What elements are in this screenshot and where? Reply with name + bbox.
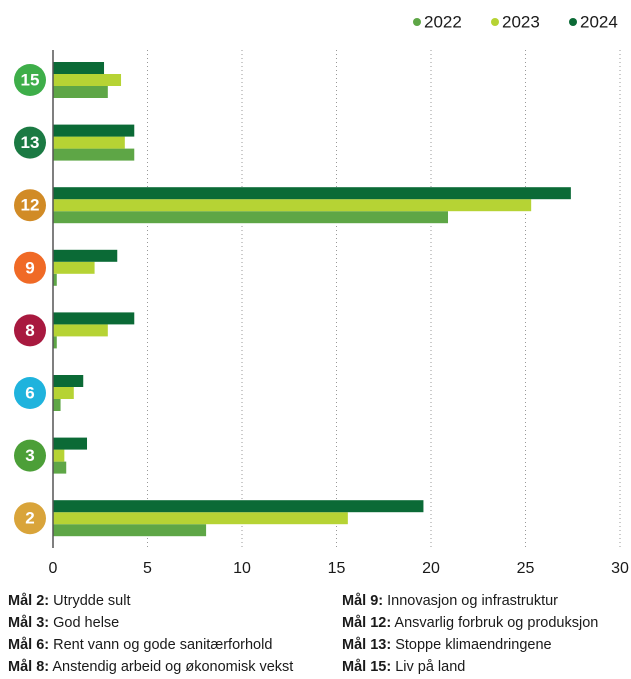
bar <box>53 62 105 74</box>
note: Mål 13: Stoppe klimaendringene <box>342 637 552 653</box>
bar <box>53 375 84 387</box>
category-label: 13 <box>21 133 40 152</box>
bar <box>53 74 122 86</box>
x-tick-label: 30 <box>611 560 629 577</box>
x-tick-label: 5 <box>143 560 152 577</box>
legend-label: 2023 <box>502 12 540 31</box>
bar <box>53 187 571 200</box>
goal-badge <box>14 314 46 347</box>
goal-badge <box>14 377 46 409</box>
category-label: 8 <box>25 321 34 340</box>
note-label: Mål 6: <box>8 637 49 653</box>
bar <box>53 387 74 399</box>
bar <box>53 512 348 525</box>
bar <box>53 148 135 161</box>
goal-badge <box>14 126 46 159</box>
bar <box>53 86 108 98</box>
bar <box>53 449 65 462</box>
note: Mål 8: Anstendig arbeid og økonomisk vek… <box>8 659 293 675</box>
note-text: Ansvarlig forbruk og produksjon <box>394 615 598 631</box>
bar <box>53 437 88 450</box>
legend-marker <box>491 18 499 26</box>
bar <box>53 273 57 286</box>
bar <box>53 324 108 337</box>
bar <box>53 261 95 274</box>
note-text: Rent vann og gode sanitærforhold <box>53 637 272 653</box>
legend-label: 2022 <box>424 12 462 31</box>
x-tick-label: 25 <box>517 560 535 577</box>
category-label: 15 <box>21 70 40 89</box>
bar <box>53 211 449 224</box>
goal-badge <box>14 502 46 535</box>
goal-badge <box>14 64 46 96</box>
x-tick-label: 0 <box>49 560 58 577</box>
bar <box>53 336 57 349</box>
note: Mål 9: Innovasjon og infrastruktur <box>342 593 558 609</box>
goal-badge <box>14 251 46 284</box>
note-text: Innovasjon og infrastruktur <box>387 593 558 609</box>
note: Mål 15: Liv på land <box>342 659 465 675</box>
category-label: 6 <box>25 383 34 402</box>
note-text: Utrydde sult <box>53 593 130 609</box>
note: Mål 12: Ansvarlig forbruk og produksjon <box>342 615 598 631</box>
goal-badge <box>14 189 46 222</box>
legend-marker <box>413 18 421 26</box>
note-label: Mål 13: <box>342 637 391 653</box>
note-text: Liv på land <box>395 659 465 675</box>
note: Mål 3: God helse <box>8 615 119 631</box>
note: Mål 2: Utrydde sult <box>8 593 131 609</box>
note: Mål 6: Rent vann og gode sanitærforhold <box>8 637 272 653</box>
x-tick-label: 15 <box>328 560 346 577</box>
note-label: Mål 3: <box>8 615 49 631</box>
note-label: Mål 15: <box>342 659 391 675</box>
category-label: 12 <box>21 196 40 215</box>
note-label: Mål 8: <box>8 659 49 675</box>
bar <box>53 461 67 474</box>
bar <box>53 399 61 411</box>
legend-marker <box>569 18 577 26</box>
note-label: Mål 9: <box>342 593 383 609</box>
bar <box>53 124 135 137</box>
bar <box>53 312 135 325</box>
legend-label: 2024 <box>580 12 618 31</box>
note-label: Mål 2: <box>8 593 49 609</box>
bar <box>53 500 424 513</box>
bar <box>53 524 207 537</box>
bar <box>53 249 118 262</box>
category-label: 3 <box>25 446 34 465</box>
note-label: Mål 12: <box>342 615 391 631</box>
category-label: 2 <box>25 509 34 528</box>
bar <box>53 136 125 149</box>
note-text: Anstendig arbeid og økonomisk vekst <box>52 659 293 675</box>
note-text: God helse <box>53 615 119 631</box>
note-text: Stoppe klimaendringene <box>395 637 551 653</box>
x-tick-label: 20 <box>422 560 440 577</box>
x-tick-label: 10 <box>233 560 251 577</box>
goal-badge <box>14 439 46 472</box>
category-label: 9 <box>25 258 34 277</box>
bar <box>53 199 532 212</box>
